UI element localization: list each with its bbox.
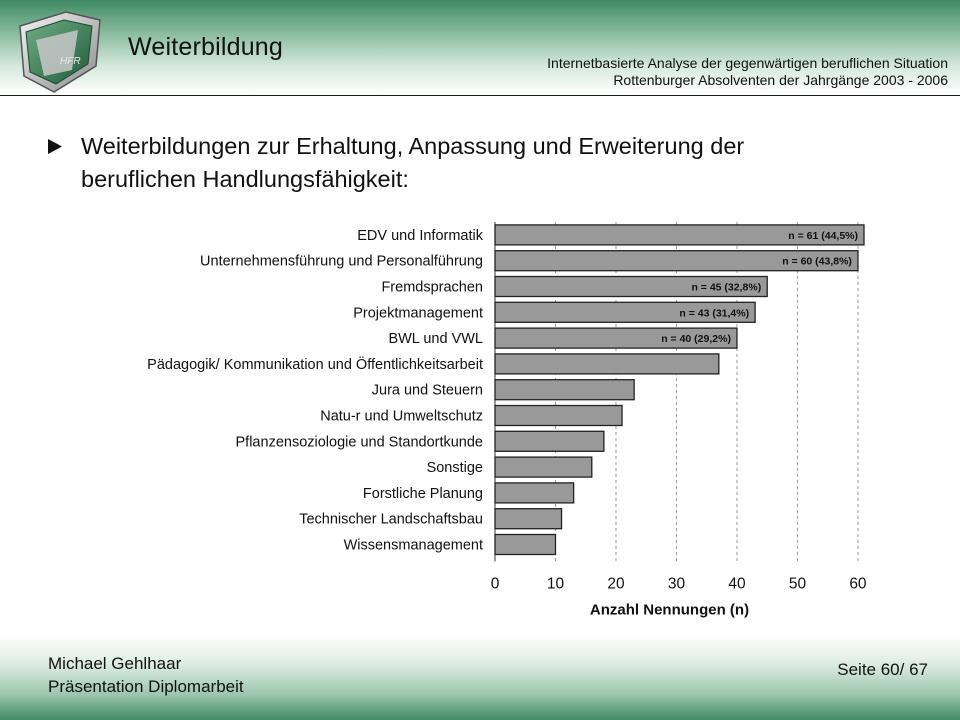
- data-label-3: n = 45 (32,8%): [691, 282, 761, 294]
- hfr-logo: HFR: [19, 11, 101, 93]
- category-label-8: Natu-r und Umweltschutz: [320, 409, 483, 425]
- subtitle-line-1: Internetbasierte Analyse der gegenwärtig…: [547, 55, 948, 71]
- data-label-4: n = 43 (31,4%): [679, 307, 749, 319]
- bar-13: [494, 533, 557, 556]
- page-number: Seite 60/ 67: [837, 660, 928, 679]
- bar-12: [494, 508, 563, 530]
- header-band: [0, 0, 960, 95]
- x-tick-label-20: 20: [607, 575, 625, 592]
- data-label-2: n = 60 (43,8%): [782, 256, 852, 268]
- category-label-13: Wissensmanagement: [344, 538, 483, 554]
- category-label-12: Technischer Landschaftsbau: [299, 512, 483, 528]
- bar-1: [494, 224, 865, 246]
- x-tick-label-50: 50: [789, 575, 807, 592]
- bar-4: [494, 301, 756, 323]
- footer-author: Michael Gehlhaar: [48, 654, 182, 673]
- bar-9: [494, 430, 605, 452]
- category-label-10: Sonstige: [427, 460, 483, 476]
- footer-author-block: Michael Gehlhaar Präsentation Diplomarbe…: [48, 652, 244, 698]
- x-tick-label-30: 30: [668, 575, 686, 592]
- bullet-text-line-2: beruflichen Handlungsfähigkeit:: [81, 166, 409, 192]
- x-tick-label-10: 10: [547, 575, 565, 592]
- x-tick-label-60: 60: [849, 575, 867, 592]
- logo-text: HFR: [60, 56, 81, 67]
- category-label-5: BWL und VWL: [388, 331, 483, 347]
- page-title: Weiterbildung: [128, 33, 284, 61]
- data-label-1: n = 61 (44,5%): [788, 230, 858, 242]
- category-label-2: Unternehmensführung und Personalführung: [200, 254, 483, 270]
- category-label-7: Jura und Steuern: [372, 383, 483, 399]
- footer-band: [0, 635, 960, 720]
- triangle-right-icon: [48, 139, 62, 154]
- header-divider: [0, 95, 960, 96]
- subtitle-line-2: Rottenburger Absolventen der Jahrgänge 2…: [613, 72, 948, 88]
- bar-2: [494, 250, 859, 272]
- category-label-9: Pflanzensoziologie und Standortkunde: [236, 434, 483, 450]
- data-label-5: n = 40 (29,2%): [661, 333, 731, 345]
- category-label-11: Forstliche Planung: [363, 486, 483, 502]
- category-label-6: Pädagogik/ Kommunikation und Öffentlichk…: [147, 355, 483, 373]
- category-label-4: Projektmanagement: [353, 305, 483, 321]
- x-tick-label-0: 0: [491, 575, 500, 592]
- bullet-text: Weiterbildungen zur Erhaltung, Anpassung…: [81, 130, 891, 196]
- bar-chart: EDV und Informatik n = 61 (44,5%) Unterneh…: [147, 222, 867, 618]
- bar-7: [494, 379, 635, 401]
- category-label-3: Fremdsprachen: [381, 280, 483, 296]
- bar-3: [494, 275, 768, 298]
- bar-5: [494, 327, 738, 349]
- x-tick-label-40: 40: [728, 575, 746, 592]
- header-subtitle: Internetbasierte Analyse der gegenwärtig…: [547, 55, 948, 89]
- x-axis-title: Anzahl Nennungen (n): [590, 601, 749, 618]
- bar-11: [494, 482, 575, 504]
- bar-8: [494, 404, 623, 427]
- footer-subtitle: Präsentation Diplomarbeit: [48, 677, 244, 696]
- bullet-text-line-1: Weiterbildungen zur Erhaltung, Anpassung…: [81, 133, 745, 159]
- bar-10: [494, 456, 593, 478]
- bar-6: [494, 353, 720, 375]
- category-label-1: EDV und Informatik: [357, 228, 483, 244]
